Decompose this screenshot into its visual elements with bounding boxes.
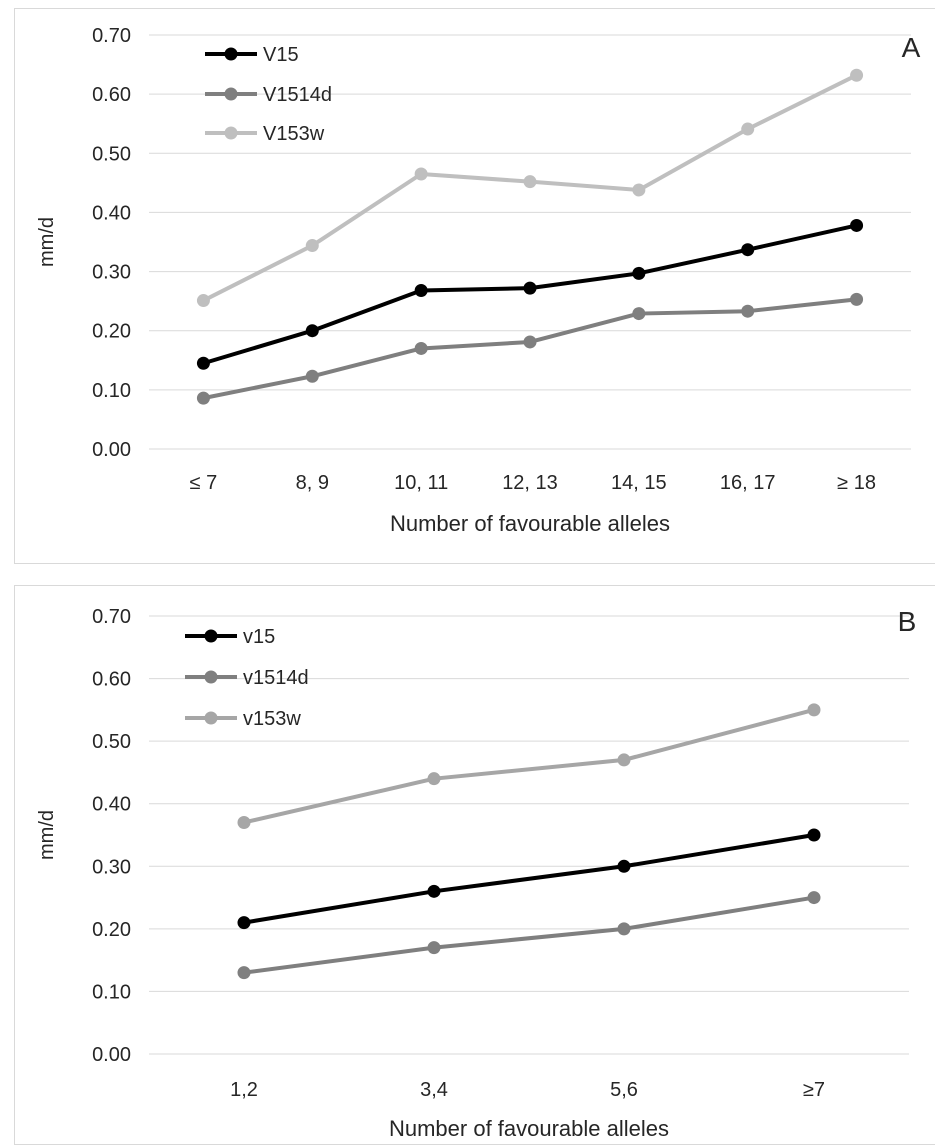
x-tick-label-a: 10, 11 (394, 472, 448, 494)
y-tick-label-b: 0.20 (92, 919, 131, 941)
data-point-V1514d (632, 307, 646, 321)
y-tick-label-b: 0.10 (92, 981, 131, 1003)
x-tick-label-b: 1,2 (230, 1079, 258, 1101)
data-point-v15 (427, 884, 441, 898)
data-point-v15 (237, 916, 251, 930)
x-tick-label-a: 14, 15 (611, 472, 667, 494)
data-point-V15 (850, 218, 864, 232)
data-point-V153w (196, 294, 210, 308)
x-tick-label-a: ≥ 18 (837, 472, 876, 494)
x-tick-label-a: 8, 9 (296, 472, 329, 494)
x-tick-label-a: 12, 13 (502, 472, 558, 494)
x-axis-title-b: Number of favourable alleles (389, 1116, 669, 1141)
data-point-V153w (523, 175, 537, 189)
data-point-v1514d (427, 941, 441, 955)
data-point-V153w (414, 167, 428, 181)
y-axis-title-a: mm/d (36, 217, 58, 267)
y-tick-label-b: 0.30 (92, 856, 131, 878)
x-tick-label-b: ≥7 (803, 1079, 825, 1101)
data-point-V153w (632, 183, 646, 197)
legend-marker-v15 (204, 629, 218, 643)
data-point-v15 (617, 859, 631, 873)
legend-label-v1514d: v1514d (243, 667, 309, 689)
data-point-v153w (617, 753, 631, 767)
data-point-V1514d (850, 292, 864, 306)
y-tick-label-a: 0.10 (92, 380, 131, 402)
panel-label-a: A (902, 32, 921, 63)
data-point-V153w (305, 239, 319, 253)
data-point-v1514d (807, 891, 821, 905)
data-point-V15 (523, 281, 537, 295)
data-point-V15 (305, 324, 319, 338)
series-line-V1514d (203, 297, 857, 401)
y-axis-title-b: mm/d (36, 810, 58, 860)
legend-marker-V153w (224, 126, 238, 140)
panel-label-b: B (898, 606, 917, 637)
legend-label-V153w: V153w (263, 123, 325, 145)
data-point-v1514d (617, 922, 631, 936)
y-tick-label-a: 0.50 (92, 143, 131, 165)
data-point-V15 (414, 283, 428, 297)
x-tick-label-b: 5,6 (610, 1079, 638, 1101)
x-tick-label-a: ≤ 7 (190, 472, 218, 494)
data-point-V1514d (523, 335, 537, 349)
legend-marker-v1514d (204, 670, 218, 684)
series-line-v153w (243, 707, 815, 825)
y-tick-label-b: 0.40 (92, 794, 131, 816)
x-tick-label-a: 16, 17 (720, 472, 776, 494)
y-tick-label-a: 0.30 (92, 262, 131, 284)
data-point-V1514d (414, 341, 428, 355)
data-point-V15 (632, 266, 646, 280)
y-tick-label-b: 0.00 (92, 1044, 131, 1066)
data-point-V1514d (196, 391, 210, 405)
legend-marker-V15 (224, 47, 238, 61)
data-point-V15 (741, 243, 755, 257)
chart-a-svg: 0.00 0.10 0.20 0.30 0.40 0.50 0.60 0.70 ≤ 7 8, 9 1… (36, 25, 921, 536)
data-point-v153w (807, 703, 821, 717)
legend-marker-v153w (204, 711, 218, 725)
y-tick-label-a: 0.70 (92, 25, 131, 47)
legend-label-V15: V15 (263, 44, 299, 66)
y-tick-label-b: 0.50 (92, 731, 131, 753)
legend-label-v15: v15 (243, 626, 275, 648)
series-line-v15 (243, 833, 815, 925)
y-tick-label-a: 0.60 (92, 84, 131, 106)
data-point-v153w (427, 772, 441, 786)
y-tick-label-b: 0.60 (92, 669, 131, 691)
data-point-v1514d (237, 966, 251, 980)
data-point-V153w (741, 122, 755, 136)
series-line-v1514d (243, 895, 815, 975)
legend-marker-V1514d (224, 87, 238, 101)
data-point-v153w (237, 815, 251, 829)
x-tick-label-b: 3,4 (420, 1079, 448, 1101)
chart-panel-b: 0.00 0.10 0.20 0.30 0.40 0.50 0.60 0.70 1,2 3,4 5,… (14, 585, 935, 1145)
x-axis-title-a: Number of favourable alleles (390, 511, 670, 536)
chart-panel-a: 0.00 0.10 0.20 0.30 0.40 0.50 0.60 0.70 ≤ 7 8, 9 1… (14, 8, 935, 564)
chart-b-svg: 0.00 0.10 0.20 0.30 0.40 0.50 0.60 0.70 1,2 3,4 5,… (36, 606, 917, 1141)
y-tick-label-a: 0.00 (92, 439, 131, 461)
data-point-V153w (850, 68, 864, 82)
legend-label-V1514d: V1514d (263, 84, 332, 106)
legend-label-v153w: v153w (243, 708, 301, 730)
y-tick-label-b: 0.70 (92, 606, 131, 628)
data-point-V1514d (741, 304, 755, 318)
y-tick-label-a: 0.40 (92, 202, 131, 224)
data-point-V1514d (305, 369, 319, 383)
data-point-V15 (196, 356, 210, 370)
y-tick-label-a: 0.20 (92, 321, 131, 343)
data-point-v15 (807, 828, 821, 842)
